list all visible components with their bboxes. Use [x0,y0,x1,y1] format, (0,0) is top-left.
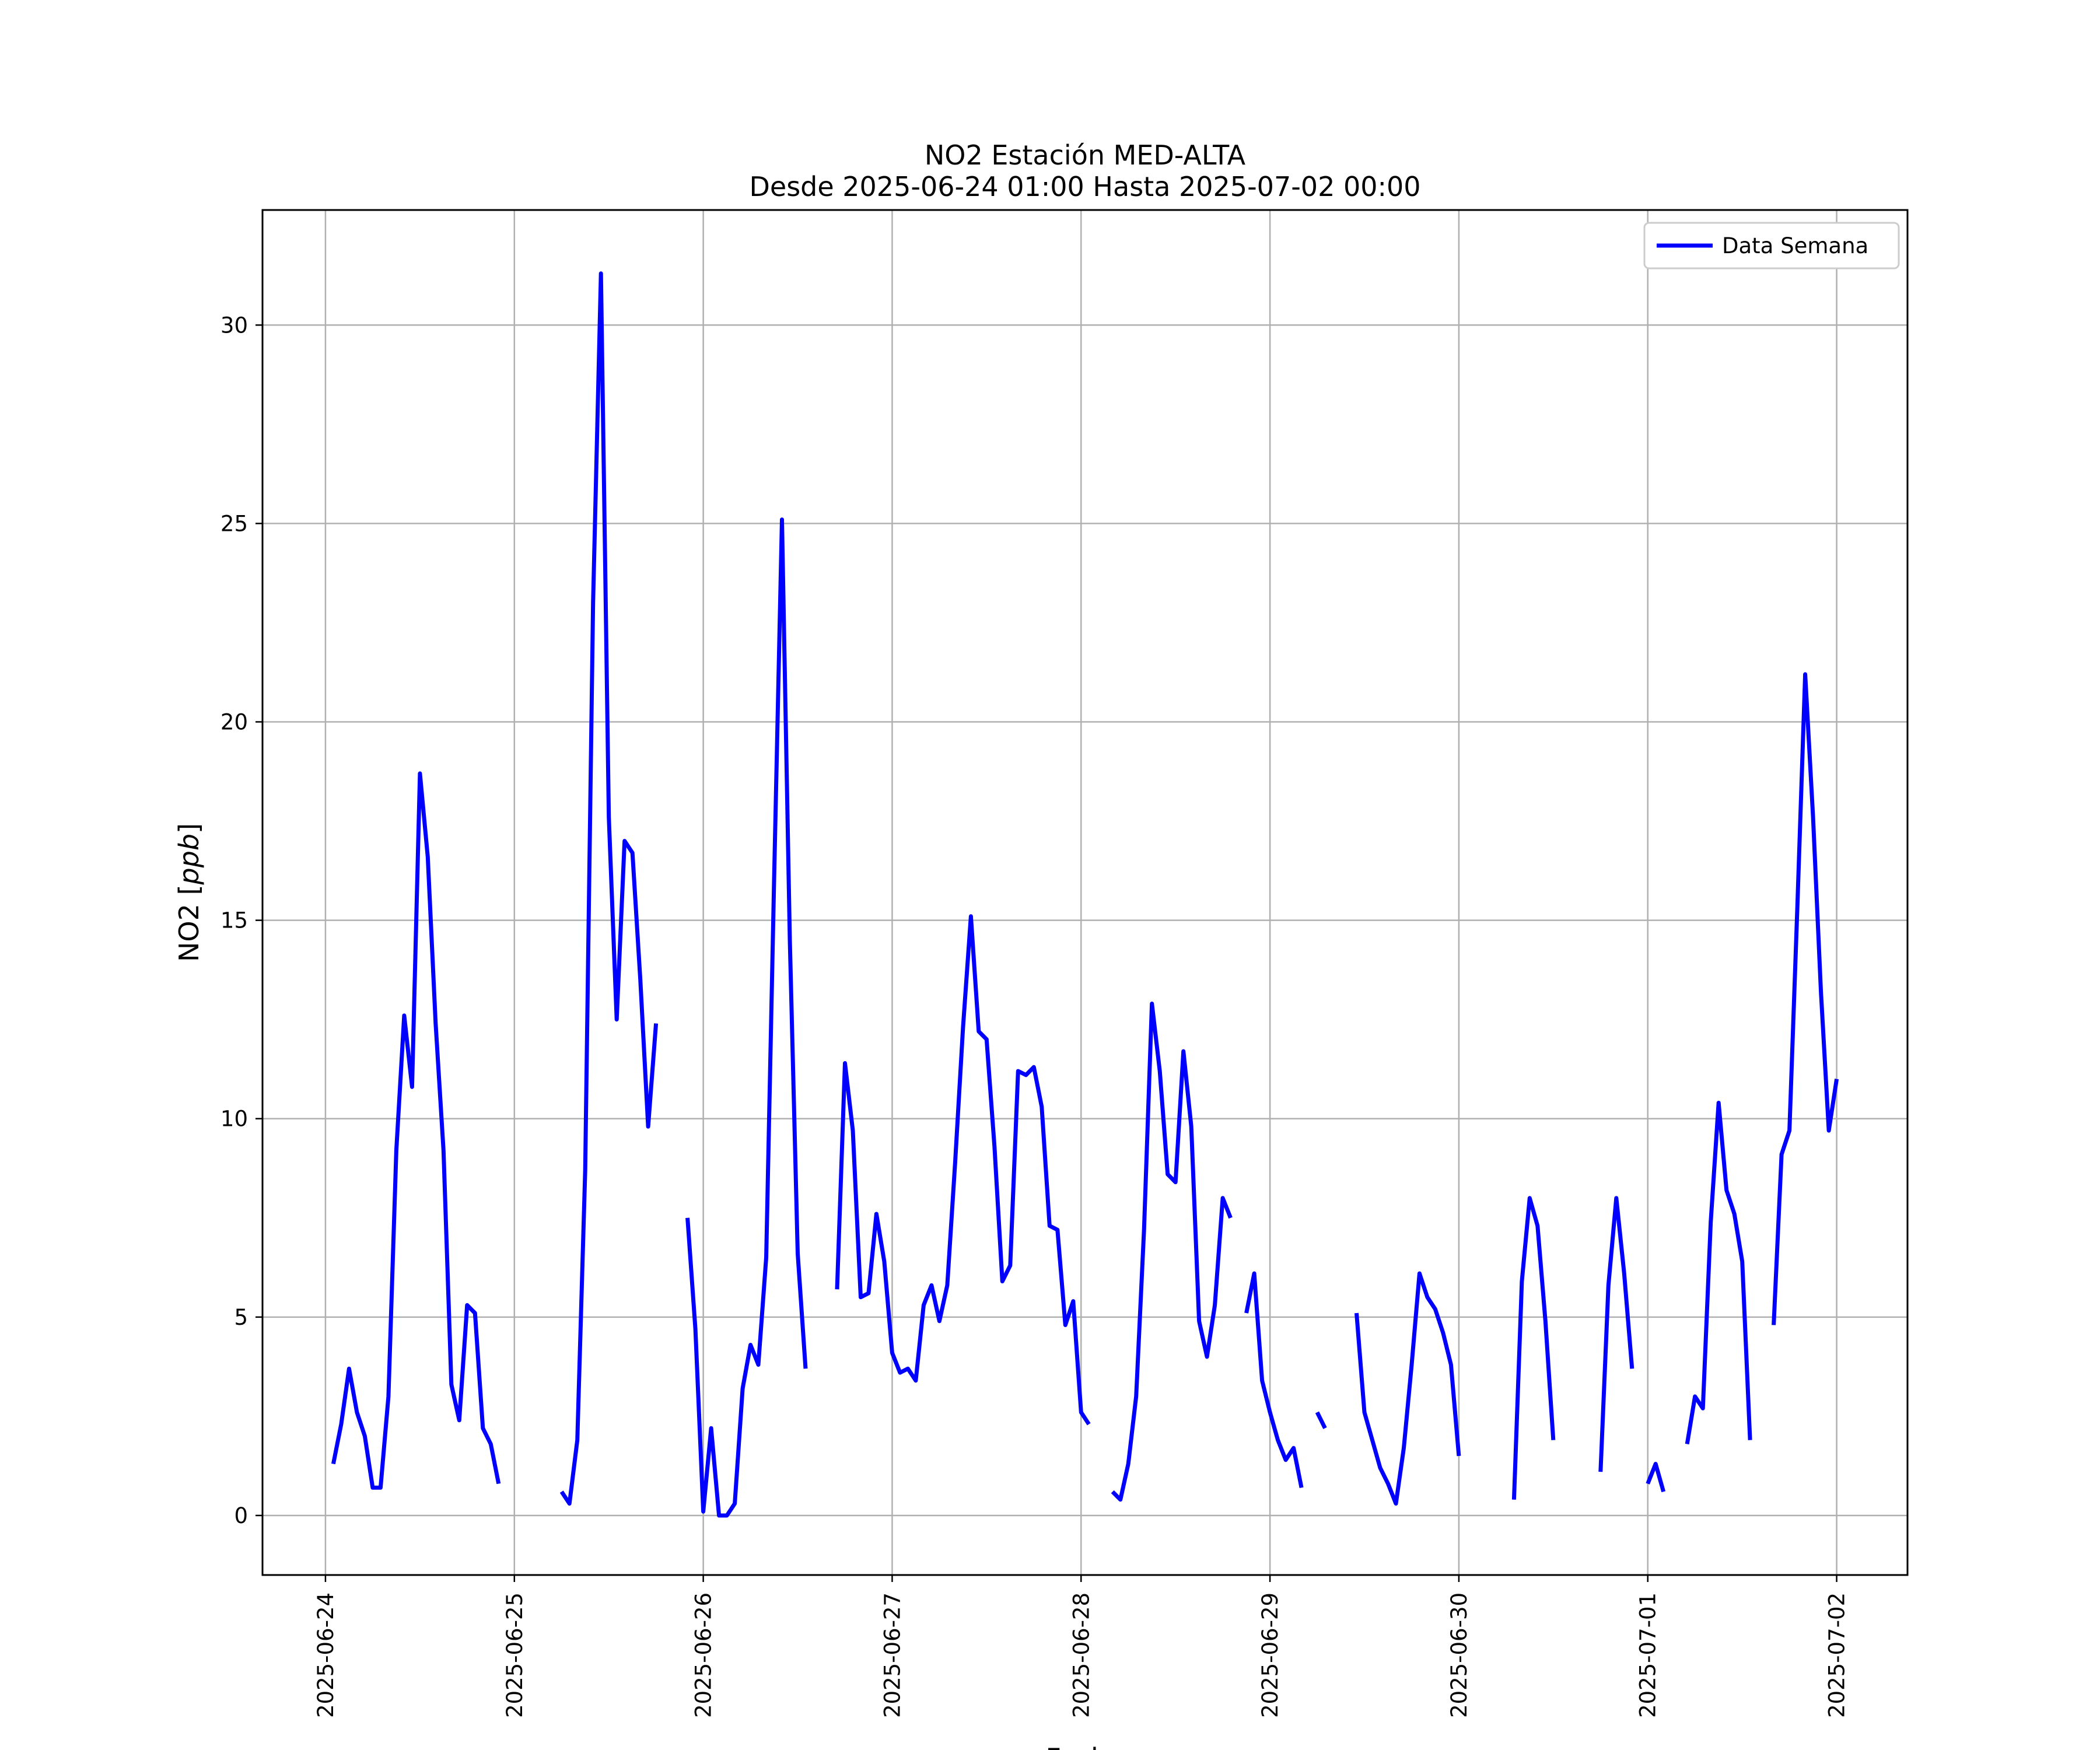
y-tick-label: 10 [220,1107,248,1132]
legend-entry-data-semana: Data Semana [1722,233,1868,258]
series-line-segment [1598,1196,1634,1472]
series-line-segment [1315,1411,1327,1429]
chart-title: NO2 Estación MED-ALTA [925,139,1246,171]
series-line-segment [835,914,1091,1426]
y-tick-label: 15 [220,908,248,933]
series-line-segment [1685,1101,1752,1445]
y-gridlines [262,324,1908,1517]
x-tick-label: 2025-06-30 [1447,1592,1472,1718]
x-tick-label: 2025-07-01 [1636,1592,1661,1718]
series-line-segment [1646,1462,1666,1493]
x-tick-label: 2025-07-02 [1825,1592,1850,1718]
x-axis-label: Fecha [1046,1742,1125,1750]
x-tick-label: 2025-06-26 [691,1592,716,1718]
series-line-segment [1354,1271,1461,1506]
y-tick-label: 20 [220,710,248,735]
series-line-segment [685,517,808,1518]
legend-box [1643,222,1900,270]
series-data-semana [331,271,1839,1518]
y-axis-ticks: 0 5 10 15 20 25 30 [220,313,262,1528]
series-line-segment [1244,1271,1304,1488]
y-tick-label: 5 [234,1305,248,1330]
y-axis-label-close: ] [173,823,205,834]
series-line-segment [559,271,659,1506]
x-axis-ticks: 2025-06-24 2025-06-25 2025-06-26 2025-06-27… [313,1575,1850,1718]
series-line-segment [1111,1002,1233,1502]
x-tick-label: 2025-06-27 [880,1592,905,1718]
x-tick-label: 2025-06-29 [1258,1592,1283,1718]
chart-subtitle: Desde 2025-06-24 01:00 Hasta 2025-07-02 … [749,171,1420,202]
y-tick-label: 0 [234,1503,248,1528]
y-axis-label-quantity: NO2 [ [173,885,205,962]
y-tick-label: 30 [220,313,248,338]
series-line-segment [331,771,501,1490]
plot-frame [261,209,1909,1576]
x-tick-label: 2025-06-28 [1069,1592,1094,1718]
y-tick-label: 25 [220,511,248,536]
legend: Data Semana [1643,222,1900,270]
x-tick-label: 2025-06-24 [313,1592,338,1718]
series-line-segment [1511,1196,1556,1500]
series-line-segment [1772,672,1839,1325]
y-axis-label-unit: ppb [173,834,205,886]
y-axis-label: NO2 [ppb] [173,823,205,962]
x-tick-label: 2025-06-25 [502,1592,527,1718]
